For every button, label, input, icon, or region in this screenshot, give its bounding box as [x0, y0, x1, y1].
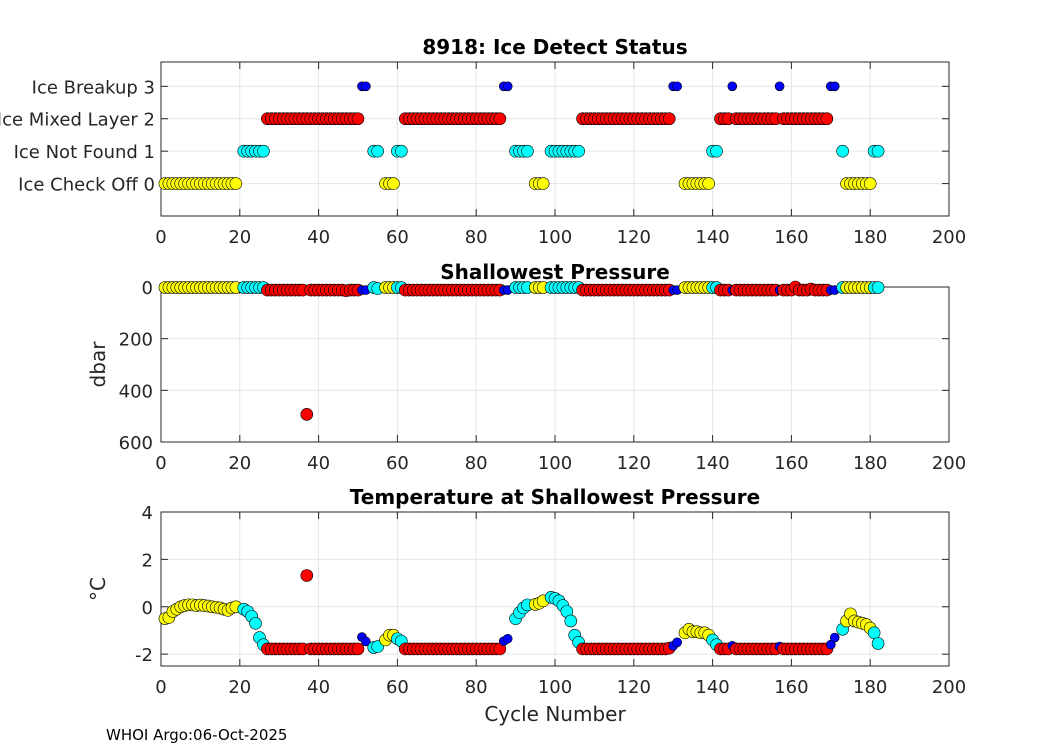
- data-point: [395, 144, 408, 158]
- x-tick-label: 80: [465, 677, 488, 698]
- ticks: [160, 62, 950, 216]
- data-point: [351, 112, 365, 126]
- y-axis-label: °C: [86, 577, 110, 601]
- data-point: [702, 177, 715, 190]
- data-point: [867, 626, 881, 640]
- footer-date: WHOI Argo:06-Oct-2025: [106, 726, 288, 744]
- data-point: [300, 408, 314, 421]
- x-tick-label: 200: [932, 453, 966, 474]
- data-point: [229, 177, 243, 190]
- x-tick-label: 140: [695, 677, 729, 698]
- x-tick-label: 80: [465, 227, 488, 248]
- y-axis-label: dbar: [86, 341, 110, 388]
- series-ice-status: [158, 81, 885, 190]
- x-tick-label: 160: [774, 227, 808, 248]
- x-tick-label: 0: [155, 677, 166, 698]
- data-point: [521, 144, 534, 158]
- data-point: [710, 144, 723, 158]
- y-tick-label: 0: [142, 598, 153, 619]
- data-point: [257, 144, 270, 158]
- data-point: [871, 281, 885, 294]
- series-pressure: [158, 280, 885, 421]
- x-tick-label: 20: [228, 227, 251, 248]
- x-tick-label: 180: [853, 453, 887, 474]
- data-point: [662, 112, 676, 126]
- y-tick-label: 2: [142, 550, 153, 571]
- x-tick-label: 40: [307, 677, 330, 698]
- data-point: [361, 81, 371, 92]
- data-point: [300, 569, 314, 582]
- chart-1: 0 20 40 60 80 100 120 140 160 180 200 Ice Check Off…: [0, 35, 966, 248]
- x-tick-label: 60: [386, 227, 409, 248]
- data-point: [863, 177, 877, 190]
- data-point: [564, 614, 578, 628]
- y-tick-label: -2: [135, 645, 153, 666]
- x-tick-label: 0: [155, 227, 166, 248]
- data-point: [249, 617, 262, 630]
- data-point: [672, 81, 682, 92]
- chart-title: Shallowest Pressure: [440, 260, 670, 284]
- data-point: [836, 144, 849, 158]
- data-point: [871, 144, 885, 158]
- x-tick-label: 140: [695, 453, 729, 474]
- x-axis-label: Cycle Number: [484, 702, 626, 726]
- x-tick-label: 180: [853, 227, 887, 248]
- x-tick-label: 20: [228, 677, 251, 698]
- chart-title: 8918: Ice Detect Status: [422, 35, 687, 59]
- y-tick-label: 0: [142, 278, 153, 299]
- chart-title: Temperature at Shallowest Pressure: [350, 485, 760, 509]
- x-tick-label: 160: [774, 677, 808, 698]
- x-tick-label: 140: [695, 227, 729, 248]
- x-tick-label: 100: [538, 677, 572, 698]
- y-tick-label: 400: [119, 381, 153, 402]
- x-tick-label: 60: [386, 677, 409, 698]
- data-point: [387, 177, 400, 190]
- chart-2: 0 20 40 60 80 100 120 140 160 180 200 0 200 400 600 Sha…: [86, 260, 966, 474]
- x-tick-label: 100: [538, 453, 572, 474]
- y-tick-label: 200: [119, 330, 153, 351]
- y-tick-label: Ice Breakup 3: [32, 77, 155, 98]
- data-point: [672, 637, 682, 648]
- data-point: [536, 177, 550, 190]
- x-tick-label: 20: [228, 453, 251, 474]
- data-point: [361, 636, 371, 647]
- x-tick-label: 200: [932, 677, 966, 698]
- y-tick-label: Ice Check Off 0: [18, 175, 155, 196]
- data-point: [351, 642, 365, 656]
- data-point: [871, 637, 885, 650]
- data-point: [820, 112, 834, 126]
- x-tick-label: 200: [932, 227, 966, 248]
- data-point: [829, 81, 840, 92]
- x-tick-label: 120: [617, 227, 651, 248]
- x-tick-label: 60: [386, 453, 409, 474]
- x-tick-label: 120: [617, 677, 651, 698]
- x-tick-label: 40: [307, 453, 330, 474]
- chart-3: 0 20 40 60 80 100 120 140 160 180 200-2024Temperat…: [86, 485, 966, 726]
- data-point: [493, 112, 507, 126]
- series-temperature: [158, 569, 885, 656]
- data-point: [572, 144, 585, 158]
- x-tick-label: 100: [538, 227, 572, 248]
- ticks: [160, 511, 950, 666]
- data-point: [371, 144, 385, 158]
- x-tick-label: 160: [774, 453, 808, 474]
- x-tick-label: 120: [617, 453, 651, 474]
- y-tick-label: 4: [142, 503, 153, 524]
- data-point: [774, 81, 785, 92]
- y-tick-label: 600: [119, 433, 153, 454]
- y-tick-label: Ice Not Found 1: [14, 142, 155, 163]
- x-tick-label: 0: [155, 453, 166, 474]
- data-point: [727, 81, 738, 92]
- data-point: [502, 81, 513, 92]
- y-tick-label: Ice Mixed Layer 2: [0, 110, 155, 131]
- x-tick-label: 40: [307, 227, 330, 248]
- data-point: [502, 633, 513, 644]
- data-point: [829, 632, 840, 643]
- x-tick-label: 180: [853, 677, 887, 698]
- x-tick-label: 80: [465, 453, 488, 474]
